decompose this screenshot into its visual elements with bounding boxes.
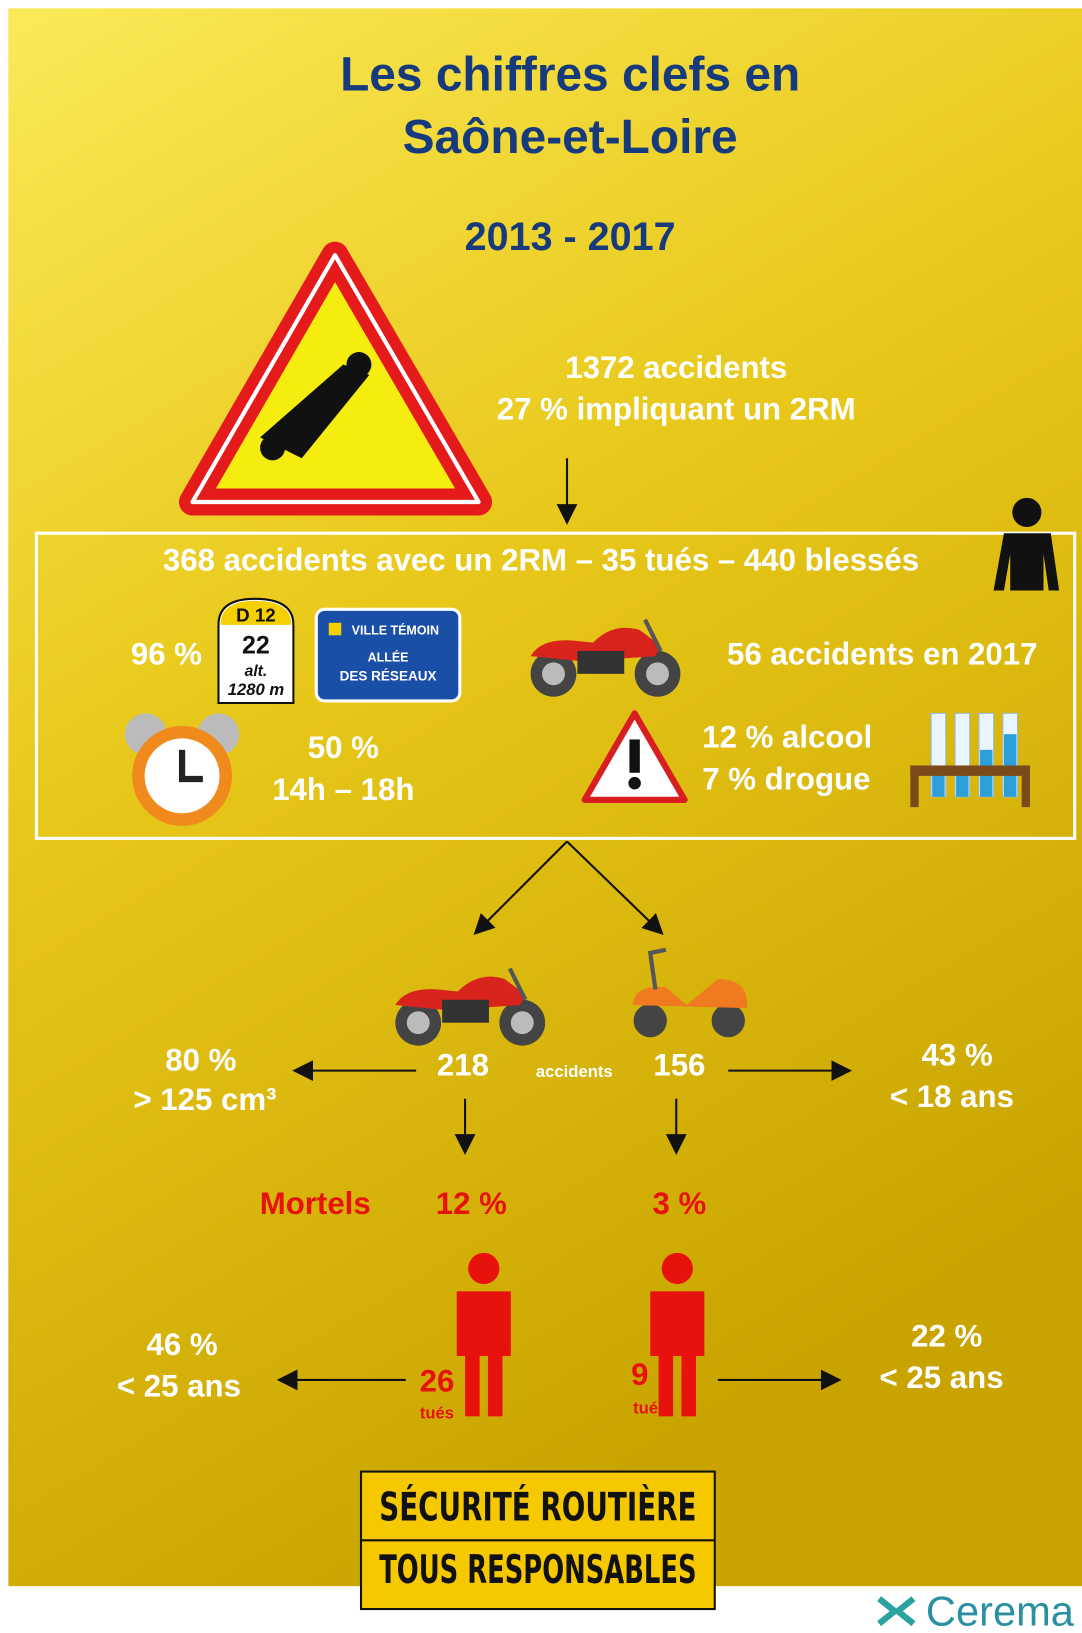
summary-text: 27 % impliquant un 2RM — [497, 392, 856, 427]
scooter-accidents: 156 — [653, 1048, 705, 1083]
substance-stat: 7 % drogue — [702, 761, 870, 796]
milestone-text: alt. — [245, 663, 268, 680]
key-box — [34, 531, 1077, 840]
young-stat: < 25 ans — [117, 1368, 241, 1403]
headline: 368 accidents avec un 2RM – 35 tués – 44… — [163, 543, 919, 578]
moto-accidents: 218 — [437, 1048, 489, 1083]
street-text: DES RÉSEAUX — [340, 669, 437, 684]
young-stat: < 25 ans — [880, 1360, 1004, 1395]
street-text: VILLE TÉMOIN — [352, 622, 439, 637]
fatal-label: Mortels — [260, 1186, 371, 1221]
road-share: 96 % — [131, 636, 202, 671]
rider-icon — [993, 497, 1060, 591]
power-stat: 80 % — [165, 1043, 236, 1078]
scooter-killed: 9 — [631, 1357, 648, 1392]
danger-sign — [581, 710, 688, 803]
moto-fatal: 12 % — [436, 1186, 507, 1221]
young-stat: 46 % — [146, 1327, 217, 1362]
summary-text: 1372 accidents — [565, 350, 787, 385]
power-stat: > 125 cm³ — [133, 1082, 276, 1117]
milestone: D 12 22 alt. 1280 m — [217, 597, 295, 705]
substance-stat: 12 % alcool — [702, 720, 872, 755]
milestone-text: D 12 — [236, 604, 276, 625]
slogan: SÉCURITÉ ROUTIÈRE — [379, 1484, 696, 1531]
street-text: ALLÉE — [368, 649, 409, 664]
title: Les chiffres clefs en — [340, 49, 800, 102]
test-tubes-icon — [910, 712, 1030, 808]
logo-mark — [877, 1596, 916, 1627]
clock-icon — [124, 713, 240, 826]
period: 2013 - 2017 — [465, 215, 676, 259]
scooter-fatal: 3 % — [652, 1186, 706, 1221]
slogan-box — [359, 1470, 716, 1611]
milestone-text: 1280 m — [228, 680, 285, 699]
age-stat: 43 % — [922, 1037, 993, 1072]
young-stat: 22 % — [911, 1319, 982, 1354]
year-stat: 56 accidents en 2017 — [727, 636, 1037, 671]
scooter-icon — [632, 947, 748, 1038]
time-stat: 50 % — [308, 730, 379, 765]
age-stat: < 18 ans — [890, 1079, 1014, 1114]
accidents-label: accidents — [536, 1062, 613, 1081]
title: Saône-et-Loire — [403, 111, 738, 164]
milestone-text: 22 — [242, 631, 270, 659]
moto-killed: 26 — [420, 1363, 455, 1398]
street-sign: VILLE TÉMOIN ALLÉE DES RÉSEAUX — [314, 607, 462, 703]
killed-unit: tués — [420, 1404, 454, 1423]
time-stat: 14h – 18h — [272, 772, 414, 807]
warning-sign — [178, 241, 493, 516]
killed-unit: tués — [633, 1398, 667, 1417]
logo: Cerema — [926, 1587, 1075, 1633]
slogan: TOUS RESPONSABLES — [379, 1547, 696, 1593]
arrows — [276, 840, 853, 1391]
